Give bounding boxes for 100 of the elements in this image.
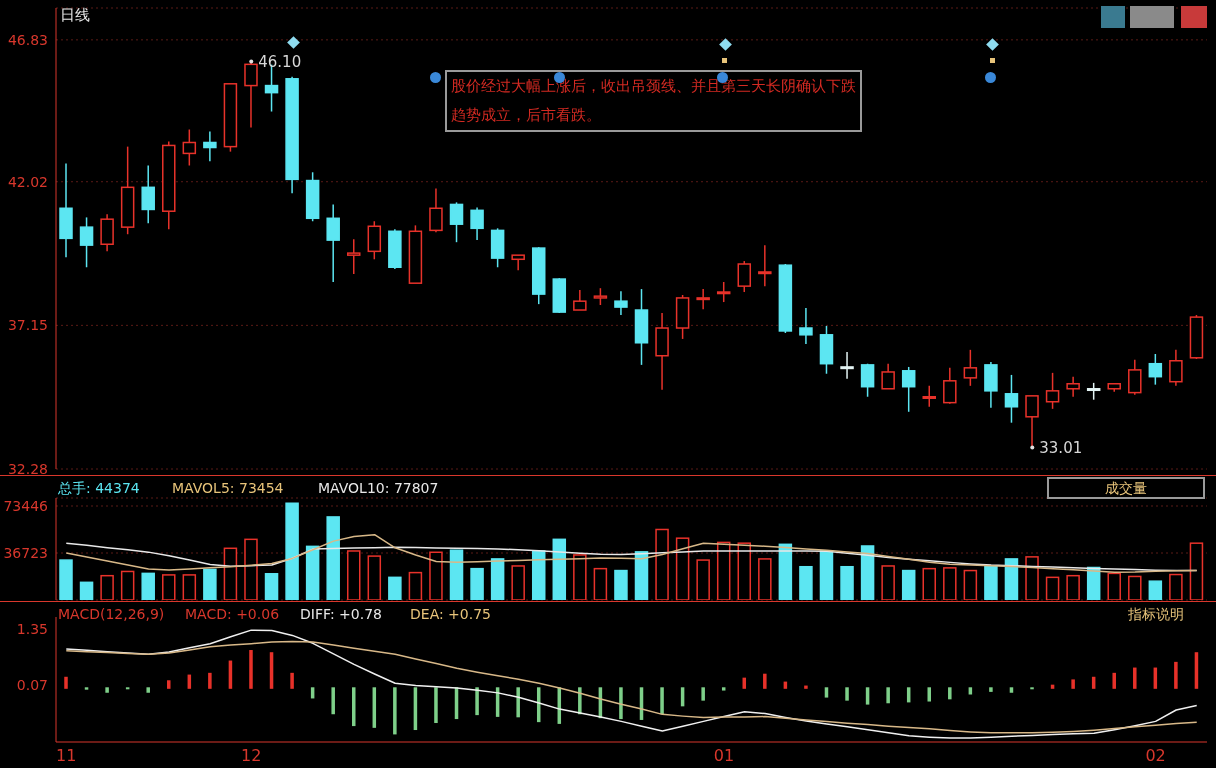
candlestick [901, 366, 916, 413]
bar [305, 545, 320, 600]
bar [763, 673, 767, 689]
bar [927, 687, 931, 702]
text: 总手: 44374 [58, 479, 140, 497]
bar [352, 687, 356, 727]
annotation: MACD: +0.06 [185, 605, 280, 623]
candlestick [449, 201, 464, 243]
bar [845, 687, 849, 701]
bar [968, 687, 973, 695]
bar [162, 574, 176, 600]
candlestick [1148, 353, 1163, 386]
bar [696, 559, 710, 600]
bar [429, 551, 443, 600]
y-tick-label: 36723 [3, 544, 48, 561]
annotation: 指标说明 [1128, 605, 1184, 623]
bar [1025, 556, 1039, 600]
candlestick [963, 349, 978, 387]
bar [1066, 574, 1080, 600]
bar [819, 550, 834, 600]
bar [434, 687, 438, 724]
bar [1189, 542, 1204, 600]
bar [1091, 676, 1096, 689]
x-tick-label: 02 [1145, 746, 1166, 766]
bar [675, 537, 690, 600]
bar [758, 558, 772, 600]
text: MAVOL5: 73454 [172, 479, 284, 497]
bar [1112, 672, 1116, 689]
bar [840, 565, 854, 600]
bar [881, 565, 895, 600]
bar [1107, 572, 1121, 600]
bar [886, 687, 890, 704]
candlestick [1128, 359, 1142, 396]
bar [552, 538, 567, 600]
bar [290, 672, 294, 689]
bar [783, 681, 788, 689]
y-tick-label: 37.15 [7, 317, 48, 334]
candlestick [799, 307, 813, 345]
bar [490, 558, 505, 600]
text: 成交量 [1047, 477, 1205, 499]
bar [59, 559, 73, 600]
bar [367, 555, 382, 600]
bar [64, 676, 68, 689]
bar [1050, 684, 1055, 689]
bar [655, 528, 669, 600]
bar [120, 570, 135, 600]
bar [105, 687, 109, 693]
bar [470, 567, 484, 600]
bar [865, 687, 870, 705]
bar [326, 516, 340, 600]
bar [989, 687, 993, 692]
bar [778, 543, 793, 600]
candlestick [737, 260, 752, 293]
bar [449, 549, 464, 600]
bar [141, 572, 155, 600]
bar [264, 573, 279, 600]
bar [860, 545, 875, 600]
bar [901, 569, 916, 600]
x-tick-label: 01 [713, 746, 735, 766]
candlestick [716, 281, 731, 303]
candlestick [182, 128, 197, 167]
bar [1004, 558, 1019, 600]
bar [963, 569, 978, 600]
bar [516, 687, 520, 718]
bar [244, 538, 258, 600]
candlestick [614, 290, 628, 316]
bar [614, 569, 628, 600]
chart-title: 日线 [60, 6, 90, 25]
bar [393, 687, 397, 735]
bar [1148, 580, 1163, 600]
bar [79, 581, 94, 600]
y-tick-label: 0.07 [16, 676, 48, 693]
candlestick [758, 244, 772, 287]
bar [408, 571, 423, 600]
candlestick [943, 367, 957, 405]
y-tick-label: 1.35 [16, 620, 48, 637]
bar [223, 547, 238, 600]
bar [619, 687, 623, 720]
bar [347, 550, 361, 600]
bar [531, 550, 546, 600]
bar [593, 567, 608, 600]
candlestick [141, 164, 155, 225]
bar [285, 502, 299, 600]
bar [1174, 661, 1178, 689]
candlestick [881, 362, 895, 390]
bar [146, 687, 150, 693]
candlestick [1045, 372, 1060, 410]
y-tick-label: 32.28 [7, 460, 48, 477]
y-tick-label: 73446 [3, 497, 49, 514]
bar [824, 687, 829, 698]
candlestick [1066, 375, 1080, 398]
candlestick [470, 206, 484, 241]
bar [701, 687, 705, 701]
x-tick-label: 11 [56, 746, 77, 766]
candlestick [922, 385, 936, 408]
y-tick-label: 42.02 [7, 173, 48, 190]
line-series [65, 533, 1198, 573]
bar [167, 680, 171, 689]
y-tick-label: 46.83 [7, 31, 48, 48]
bar [573, 554, 587, 600]
